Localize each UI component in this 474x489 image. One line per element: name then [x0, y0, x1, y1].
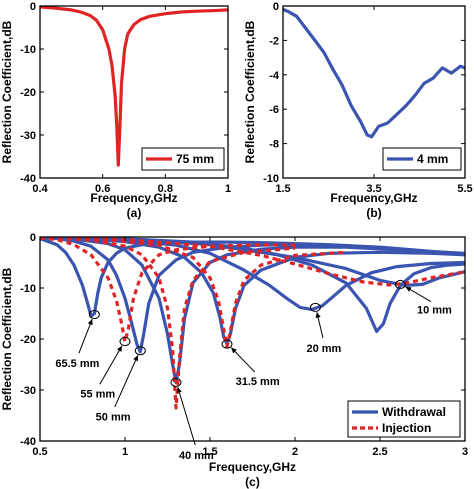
legend: 4 mm — [382, 147, 462, 171]
legend-label: 4 mm — [417, 152, 448, 166]
annotation-arrow — [78, 318, 93, 354]
plot-area — [40, 6, 228, 167]
legend: 75 mm — [141, 147, 225, 171]
annotation-arrowhead — [87, 319, 93, 326]
x-tick-label: 3 — [462, 446, 468, 458]
series-line-c-7 — [40, 237, 296, 344]
y-tick-label: -20 — [20, 87, 36, 99]
annotation-marker — [88, 310, 100, 320]
x-tick-label: 5.5 — [457, 183, 472, 195]
y-axis-label: Reflection Coefficient,dB — [0, 267, 14, 410]
annotation-label: 50 mm — [96, 412, 131, 424]
annotation-arrow — [114, 355, 139, 408]
series-line-c-1 — [40, 237, 465, 354]
series-line-c-2 — [40, 237, 465, 384]
annotation-marker — [221, 339, 233, 349]
annotation-arrow — [230, 347, 256, 373]
y-tick-label: -2 — [269, 35, 279, 47]
plot-area — [283, 7, 465, 139]
y-tick-label: 0 — [273, 1, 279, 13]
annotation-label: 10 mm — [417, 305, 452, 317]
y-tick-label: -30 — [20, 130, 36, 142]
annotation-label: 55 mm — [80, 389, 115, 401]
y-tick-label: -6 — [269, 104, 279, 116]
annotation-arrowhead — [315, 312, 321, 319]
series-line-c-10 — [40, 237, 465, 287]
y-tick-label: -30 — [20, 385, 36, 397]
series-line-a-0 — [40, 6, 228, 167]
series-line-c-3 — [40, 237, 465, 346]
y-tick-label: -10 — [20, 283, 36, 295]
annotation-label: 40 mm — [179, 450, 214, 462]
y-tick-label: -4 — [269, 70, 280, 82]
chart-a: 0.4 0.6 0.8 1 0 -10 -20 -30 -40 Frequency,GHz Refl… — [0, 1, 231, 220]
y-tick-label: 0 — [30, 232, 36, 244]
y-tick-label: -8 — [269, 139, 279, 151]
y-axis-label: Reflection Coefficient,dB — [0, 20, 14, 163]
x-axis-label: Frequency,GHz — [90, 191, 177, 205]
y-tick-label: -40 — [20, 173, 36, 185]
legend-label-1: Injection — [382, 421, 431, 435]
series-line-c-9 — [40, 237, 347, 349]
panel-label: (a) — [127, 206, 142, 220]
x-tick-label: 0.8 — [158, 183, 173, 195]
legend-box — [141, 147, 225, 171]
annotation-label: 20 mm — [306, 343, 341, 355]
annotation-arrowhead — [176, 387, 182, 394]
annotation-marker — [119, 337, 131, 347]
x-tick-label: 3.5 — [366, 183, 381, 195]
annotation-arrow — [99, 345, 123, 385]
annotation-arrowhead — [116, 345, 122, 352]
annotation-arrowhead — [231, 347, 237, 354]
x-tick-label: 1 — [225, 183, 231, 195]
annotation-marker — [394, 279, 406, 289]
panel-label: (c) — [245, 475, 260, 489]
y-tick-label: -20 — [20, 334, 36, 346]
annotation-arrowhead — [133, 355, 138, 362]
legend-label: 75 mm — [176, 152, 214, 166]
legend-label-0: Withdrawal — [382, 405, 446, 419]
y-tick-label: -10 — [20, 44, 36, 56]
y-axis-label: Reflection Coefficient,dB — [243, 20, 257, 163]
annotation-arrow — [177, 386, 196, 446]
annotation-label: 65.5 mm — [55, 358, 99, 370]
x-axis-label: Frequency,GHz — [330, 191, 417, 205]
series-line-b-0 — [283, 7, 465, 139]
chart-b: 1.5 3.5 5.5 0 -2 -4 -6 -8 -10 Frequency,GHz Reflec… — [243, 1, 473, 220]
annotation-arrowhead — [405, 286, 412, 292]
legend-box — [347, 400, 461, 438]
panel-label: (b) — [366, 206, 381, 220]
annotations: 65.5 mm 55 mm 50 mm 40 mm 31.5 mm 20 mm 10 mm — [55, 279, 452, 462]
y-tick-label: -40 — [20, 436, 36, 448]
y-tick-label: -10 — [263, 173, 279, 185]
x-tick-label: 0.4 — [32, 183, 48, 195]
x-tick-label: 2 — [292, 446, 298, 458]
x-axis-label: Frequency,GHz — [209, 460, 296, 474]
chart-c: 0.5 1 1.5 2 2.5 3 0 -10 -20 -30 -40 Frequency,GHz Re… — [0, 232, 468, 489]
x-tick-label: 1.5 — [202, 446, 217, 458]
annotation-marker — [309, 302, 321, 312]
x-tick-label: 0.6 — [95, 183, 110, 195]
x-tick-label: 1.5 — [275, 183, 290, 195]
legend: Withdrawal Injection — [347, 400, 461, 438]
legend-box — [382, 147, 462, 171]
annotation-marker — [134, 346, 146, 356]
y-tick-label: 0 — [30, 1, 36, 13]
x-tick-label: 2.5 — [372, 446, 387, 458]
x-tick-label: 0.5 — [32, 446, 47, 458]
plot-area — [40, 237, 465, 410]
annotation-label: 31.5 mm — [236, 376, 280, 388]
annotation-marker — [170, 377, 182, 387]
x-tick-label: 1 — [122, 446, 128, 458]
